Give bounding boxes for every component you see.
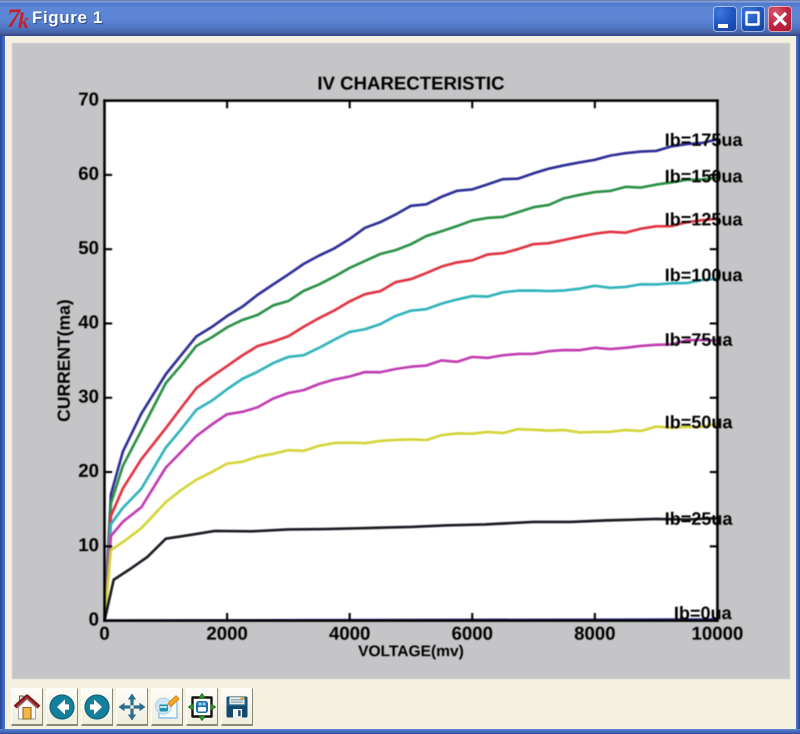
- svg-text:k: k: [18, 8, 29, 33]
- svg-text:7: 7: [7, 4, 21, 33]
